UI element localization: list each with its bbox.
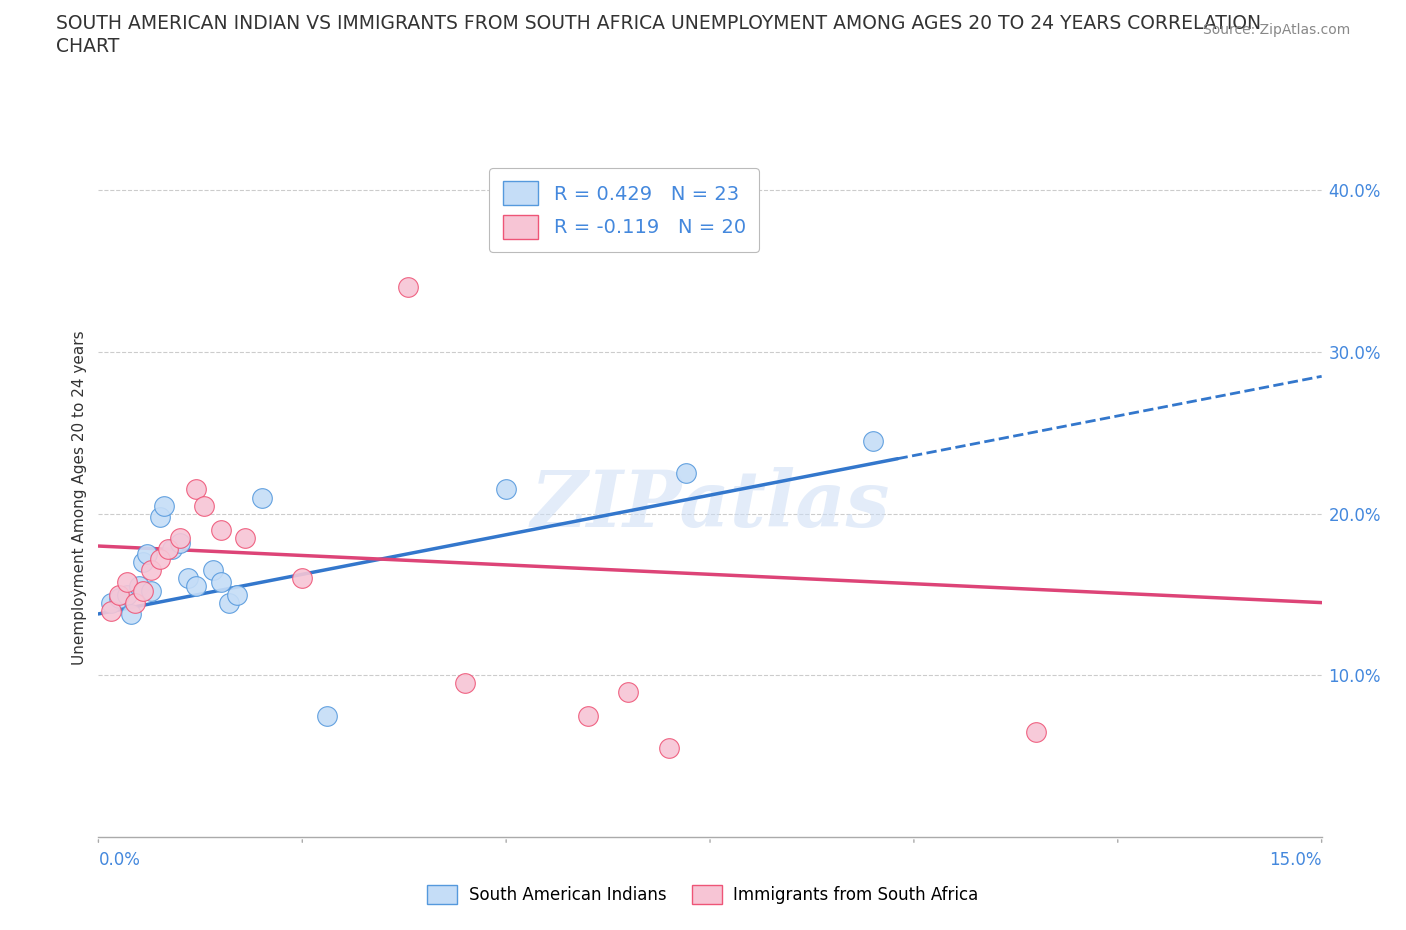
Point [141, 584, 163, 599]
Point [100, 604, 122, 618]
Point [132, 555, 155, 570]
Point [291, 571, 314, 586]
Text: 0.0%: 0.0% [98, 851, 141, 869]
Point [100, 595, 122, 610]
Point [124, 595, 146, 610]
Point [115, 587, 138, 602]
Point [177, 571, 200, 586]
Point [128, 579, 150, 594]
Point [108, 587, 131, 602]
Point [396, 280, 419, 295]
Text: Source: ZipAtlas.com: Source: ZipAtlas.com [1202, 23, 1350, 37]
Legend: South American Indians, Immigrants from South Africa: South American Indians, Immigrants from … [419, 876, 987, 912]
Point [120, 606, 142, 621]
Point [201, 563, 224, 578]
Point [141, 563, 163, 578]
Text: ZIPatlas: ZIPatlas [530, 468, 890, 544]
Point [156, 542, 179, 557]
Point [186, 482, 208, 497]
Point [108, 591, 131, 605]
Point [149, 551, 172, 566]
Text: SOUTH AMERICAN INDIAN VS IMMIGRANTS FROM SOUTH AFRICA UNEMPLOYMENT AMONG AGES 20: SOUTH AMERICAN INDIAN VS IMMIGRANTS FROM… [56, 14, 1261, 33]
Point [193, 498, 215, 513]
Point [115, 574, 138, 589]
Point [209, 574, 232, 589]
Point [576, 709, 599, 724]
Point [169, 530, 191, 545]
Point [454, 676, 477, 691]
Point [250, 490, 273, 505]
Point [218, 595, 240, 610]
Point [152, 498, 174, 513]
Point [226, 587, 249, 602]
Point [169, 536, 191, 551]
Point [209, 523, 232, 538]
Y-axis label: Unemployment Among Ages 20 to 24 years: Unemployment Among Ages 20 to 24 years [72, 330, 87, 665]
Point [617, 684, 640, 699]
Point [658, 740, 681, 755]
Point [149, 510, 172, 525]
Point [186, 579, 208, 594]
Point [1025, 724, 1047, 739]
Point [862, 433, 884, 448]
Legend: R = 0.429   N = 23, R = -0.119   N = 20: R = 0.429 N = 23, R = -0.119 N = 20 [489, 167, 759, 252]
Text: 15.0%: 15.0% [1270, 851, 1322, 869]
Point [132, 584, 155, 599]
Point [136, 547, 159, 562]
Point [495, 482, 517, 497]
Point [675, 466, 697, 481]
Point [160, 542, 183, 557]
Point [315, 709, 337, 724]
Point [233, 530, 256, 545]
Text: CHART: CHART [56, 37, 120, 56]
